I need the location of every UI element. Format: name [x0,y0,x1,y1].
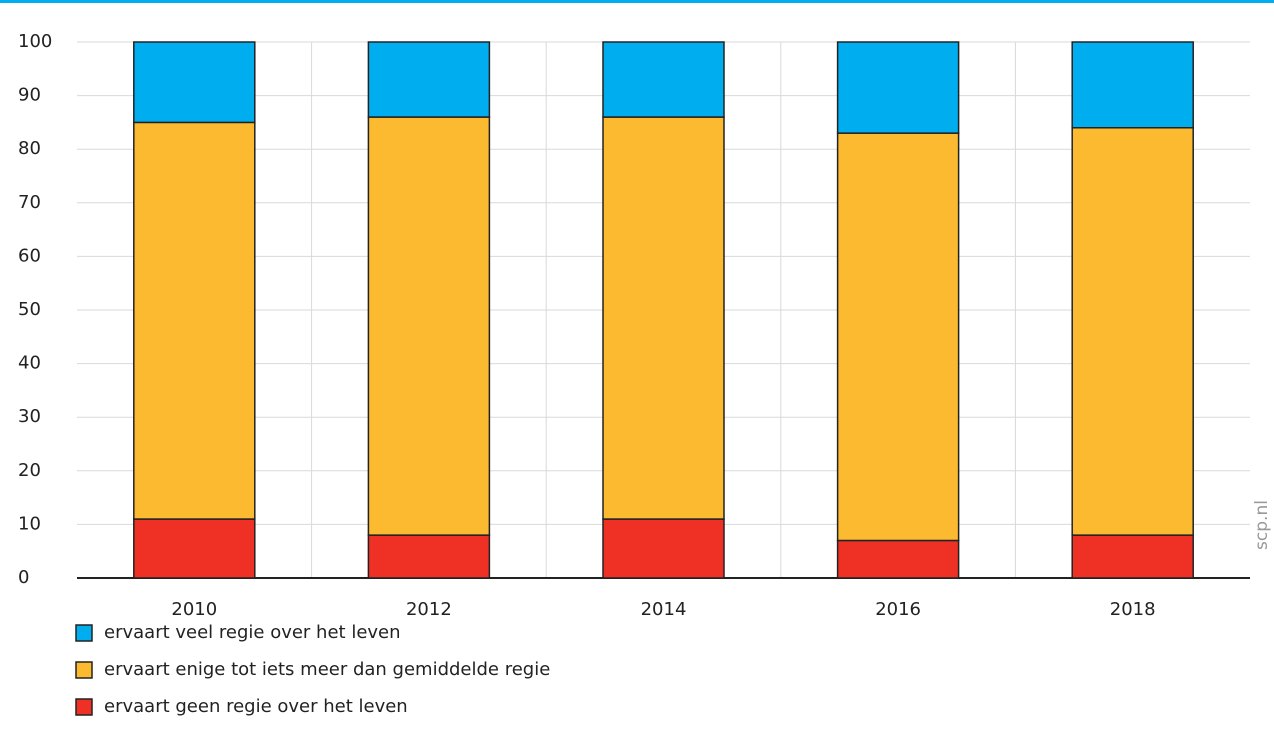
y-tick-label: 70 [18,192,41,213]
legend-swatch [75,661,93,679]
x-tick-label: 2016 [875,599,921,620]
y-tick-label: 40 [18,353,41,374]
top-rule [0,0,1274,3]
legend-label: ervaart enige tot iets meer dan gemiddel… [104,659,550,680]
bar-segment [1071,127,1194,536]
y-tick-label: 20 [18,460,41,481]
legend-swatch [75,624,93,642]
bar-segment [367,534,491,579]
x-tick-label: 2010 [171,599,217,620]
y-tick-label: 80 [18,138,41,159]
x-tick-label: 2014 [641,599,687,620]
bar-segment [133,41,256,124]
bar-segment [1071,41,1194,129]
bar-segment [602,41,725,118]
x-tick-label: 2018 [1110,599,1156,620]
y-tick-label: 90 [18,85,41,106]
y-tick-label: 0 [18,567,29,588]
x-tick-label: 2012 [406,599,452,620]
legend-label: ervaart geen regie over het leven [104,696,408,717]
y-tick-label: 100 [18,31,52,52]
bar-segment [367,116,491,536]
bar-segment [836,41,960,134]
bar-segment [836,539,960,579]
bar-segment [602,116,725,520]
y-tick-label: 10 [18,513,41,534]
bar-segment [836,132,960,542]
bar-segment [133,518,256,579]
legend-swatch [75,698,93,716]
bar-segment [602,518,725,579]
legend-label: ervaart veel regie over het leven [104,622,401,643]
bar-segment [367,41,491,118]
y-tick-label: 30 [18,406,41,427]
source: scp.nl [1252,500,1272,550]
y-tick-label: 60 [18,245,41,266]
bar-segment [133,121,256,520]
bar-segment [1071,534,1194,579]
y-tick-label: 50 [18,299,41,320]
